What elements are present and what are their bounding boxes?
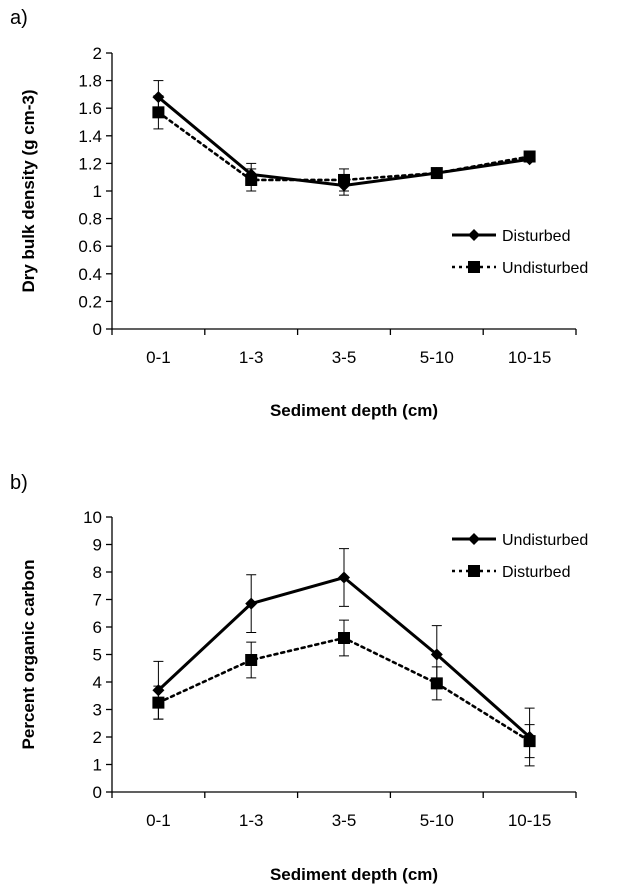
- y-tick-label: 1: [93, 756, 102, 775]
- y-tick-label: 5: [93, 646, 102, 665]
- y-tick-label: 0.8: [78, 210, 102, 229]
- y-tick-label: 4: [93, 673, 102, 692]
- y-tick-label: 3: [93, 701, 102, 720]
- x-tick-label: 5-10: [420, 348, 454, 367]
- data-point: [245, 654, 258, 666]
- y-tick-label: 0.4: [78, 265, 102, 284]
- data-point: [523, 735, 536, 748]
- chart-panel-b: b) 0 1 2 3 4 5 6 7 8 9 10 0-1 1-3 3-5 5-10 10-15 Sediment…: [10, 472, 588, 884]
- legend-marker: [468, 229, 480, 241]
- legend-entry: Disturbed: [452, 564, 570, 581]
- data-point: [152, 106, 165, 119]
- y-tick-label: 1.2: [78, 154, 102, 173]
- x-tick-label: 10-15: [508, 811, 551, 830]
- legend-entry: Disturbed: [452, 228, 570, 245]
- x-axis-title: Sediment depth (cm): [270, 865, 438, 884]
- y-tick-label: 10: [83, 508, 102, 527]
- y-axis-title: Dry bulk density (g cm-3): [19, 89, 38, 292]
- y-tick-label: 1: [93, 182, 102, 201]
- legend-label: Undisturbed: [502, 260, 588, 277]
- data-point: [338, 173, 350, 186]
- chart-panel-a: a) 0 0.2 0.4 0.6 0.8 1 1.2 1.4 1.6 1.8 2 0-1 1-3 3-5 5-…: [10, 7, 588, 420]
- legend-label: Undisturbed: [502, 532, 588, 549]
- y-tick-label: 8: [93, 563, 102, 582]
- y-tick-label: 1.8: [78, 72, 102, 91]
- y-tick-label: 6: [93, 618, 102, 637]
- legend-marker: [468, 261, 480, 273]
- x-tick-label: 1-3: [239, 811, 264, 830]
- legend-label: Disturbed: [502, 564, 570, 581]
- data-point: [245, 173, 258, 186]
- legend-entry: Undisturbed: [452, 532, 588, 549]
- x-tick-label: 3-5: [332, 348, 357, 367]
- y-tick-label: 0: [93, 783, 102, 802]
- y-tick-label: 0.2: [78, 292, 102, 311]
- panel-label: a): [10, 7, 28, 29]
- y-tick-label: 1.4: [78, 127, 102, 146]
- x-axis-title: Sediment depth (cm): [270, 401, 438, 420]
- data-point: [430, 167, 443, 180]
- data-point: [523, 150, 536, 163]
- data-point: [152, 696, 165, 709]
- y-tick-label: 0: [93, 320, 102, 339]
- x-tick-label: 0-1: [146, 811, 171, 830]
- x-tick-label: 1-3: [239, 348, 264, 367]
- y-tick-label: 0.6: [78, 237, 102, 256]
- x-tick-label: 5-10: [420, 811, 454, 830]
- y-tick-label: 2: [93, 44, 102, 63]
- y-tick-label: 7: [93, 591, 102, 610]
- series-dotted: [152, 95, 536, 192]
- legend-marker: [468, 565, 480, 577]
- x-tick-label: 0-1: [146, 348, 171, 367]
- series-line: [157, 111, 531, 182]
- legend-marker: [468, 533, 480, 545]
- y-tick-label: 2: [93, 728, 102, 747]
- data-point: [245, 597, 258, 610]
- x-tick-label: 10-15: [508, 348, 551, 367]
- data-point: [430, 677, 443, 690]
- series-dotted: [152, 619, 536, 759]
- data-point: [338, 571, 350, 584]
- series-solid: [152, 548, 536, 767]
- y-axis-title: Percent organic carbon: [19, 560, 38, 750]
- legend-entry: Undisturbed: [452, 260, 588, 277]
- y-tick-label: 1.6: [78, 99, 102, 118]
- legend-label: Disturbed: [502, 228, 570, 245]
- data-point: [338, 632, 350, 644]
- data-point: [430, 648, 443, 661]
- y-tick-label: 9: [93, 536, 102, 555]
- x-tick-label: 3-5: [332, 811, 357, 830]
- panel-label: b): [10, 472, 28, 494]
